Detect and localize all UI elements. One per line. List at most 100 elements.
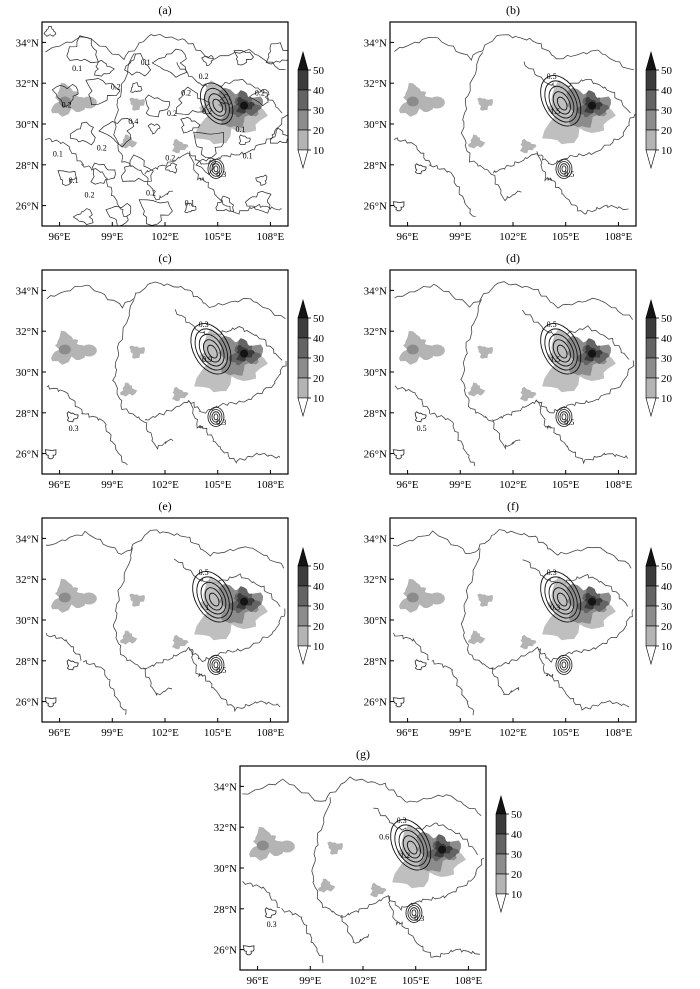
x-tick-label: 108°E — [605, 727, 633, 739]
shaded-area — [120, 630, 138, 645]
shaded-max — [588, 101, 597, 110]
contour-line — [85, 78, 121, 106]
contour-line — [66, 659, 79, 671]
province-boundary — [394, 34, 634, 71]
colorbar-tick-label: 10 — [661, 145, 673, 157]
contour-line — [212, 98, 223, 113]
contour-line — [193, 131, 225, 159]
shaded-area — [171, 386, 189, 402]
contour-line — [245, 191, 272, 214]
y-tick-label: 32°N — [16, 574, 39, 586]
contour-line — [43, 26, 57, 37]
x-tick-label: 96°E — [397, 231, 419, 243]
contour-label: 0.3 — [267, 920, 277, 929]
colorbar-tick-label: 10 — [511, 889, 523, 901]
shaded-area — [468, 134, 486, 149]
colorbar-tick-label: 50 — [661, 313, 673, 325]
y-tick-label: 30°N — [16, 615, 39, 627]
panel-label: (f) — [507, 499, 519, 513]
y-tick-label: 34°N — [364, 37, 387, 49]
y-tick-label: 28°N — [364, 656, 387, 668]
colorbar-tick-label: 30 — [511, 849, 523, 861]
y-tick-label: 30°N — [16, 367, 39, 379]
contour-line — [405, 902, 423, 923]
province-boundary — [44, 137, 85, 166]
province-boundary — [550, 179, 629, 215]
contour-label: 1.2 — [400, 851, 410, 860]
shaded-area — [399, 330, 440, 365]
map-panel: (g) 0.3 1.2 0.3 0.3 0.6 96°E 99°E 102°E 105°E 108°… — [200, 744, 530, 989]
y-tick-label: 32°N — [364, 326, 387, 338]
y-tick-label: 28°N — [364, 160, 387, 172]
province-boundary — [388, 857, 485, 911]
colorbar-segment — [297, 337, 309, 359]
contour-line — [392, 201, 405, 212]
shaded-area — [519, 634, 537, 650]
colorbar-tick-label: 30 — [313, 105, 325, 117]
colorbar-arrow-bottom — [297, 149, 309, 170]
panel-label: (a) — [158, 3, 171, 17]
shaded-area — [468, 382, 486, 397]
contour-line — [201, 54, 214, 67]
shaded-area — [51, 578, 92, 613]
province-boundary — [143, 646, 206, 678]
contour-line — [411, 909, 417, 917]
contour-line — [552, 587, 571, 611]
colorbar-tick-label: 40 — [661, 333, 673, 345]
panel-label: (e) — [158, 499, 171, 513]
contour-line — [394, 824, 428, 867]
shaded-area — [406, 592, 419, 603]
province-boundary — [176, 62, 283, 114]
contour-line — [555, 158, 573, 179]
colorbar-segment — [297, 129, 309, 151]
contour-line — [98, 118, 135, 148]
colorbar-tick-label: 10 — [313, 393, 325, 405]
contour-line — [540, 571, 582, 623]
shaded-area — [129, 97, 145, 111]
contour-line — [207, 344, 218, 359]
contour-label: 0.1 — [236, 125, 246, 134]
y-tick-label: 28°N — [16, 408, 39, 420]
shaded-area — [51, 82, 92, 117]
contour-line — [94, 59, 115, 77]
province-boundary — [552, 427, 628, 465]
colorbar-tick-label: 30 — [661, 353, 673, 365]
province-boundary — [460, 299, 521, 450]
shaded-area — [369, 882, 387, 898]
colorbar-arrow-top — [645, 298, 657, 319]
province-boundary — [393, 632, 430, 661]
colorbar-segment — [645, 565, 657, 587]
province-boundary — [173, 558, 281, 607]
colorbar-tick-label: 40 — [661, 581, 673, 593]
province-boundary — [45, 529, 285, 569]
province-boundary — [81, 413, 128, 466]
map-content: 0.5 1.5 0.5 0.5 — [392, 281, 635, 466]
contour-line — [544, 328, 578, 371]
map-panel: (b) 0.5 1.5 0.5 96°E 99°E 102°E 105°E 108°E 26°N 2… — [350, 0, 680, 245]
x-tick-label: 105°E — [204, 479, 232, 491]
x-tick-label: 105°E — [552, 727, 580, 739]
y-tick-label: 32°N — [214, 822, 237, 834]
map-panel: (d) 0.5 1.5 0.5 0.5 96°E 99°E 102°E 105°E 108°E 26… — [350, 248, 680, 493]
shaded-area — [58, 96, 71, 107]
shaded-area — [120, 382, 138, 397]
colorbar-tick-label: 50 — [313, 313, 325, 325]
colorbar-arrow-bottom — [495, 893, 507, 914]
y-tick-label: 30°N — [16, 119, 39, 131]
colorbar-tick-label: 20 — [661, 621, 673, 633]
map-svg: (b) 0.5 1.5 0.5 96°E 99°E 102°E 105°E 108°E 26°N 2… — [364, 3, 673, 243]
map-panel: (a) 0.2 0.2 0.3 0.1 0.2 0.1 0.4 0.2 0.2 0.1 0.2 0.2 0… — [2, 0, 332, 245]
contour-label: 0.3 — [216, 418, 226, 427]
contour-line — [209, 409, 223, 425]
contour-line — [559, 163, 569, 175]
colorbar-tick-label: 50 — [313, 65, 325, 77]
contour-line — [207, 406, 225, 427]
y-tick-label: 28°N — [16, 160, 39, 172]
colorbar-arrow-top — [297, 298, 309, 319]
contour-label: 0.2 — [255, 88, 265, 97]
colorbar-arrow-top — [645, 546, 657, 567]
shaded-area — [80, 344, 97, 357]
shaded-area — [428, 592, 445, 605]
colorbar-tick-label: 10 — [661, 393, 673, 405]
colorbar-tick-label: 20 — [313, 125, 325, 137]
